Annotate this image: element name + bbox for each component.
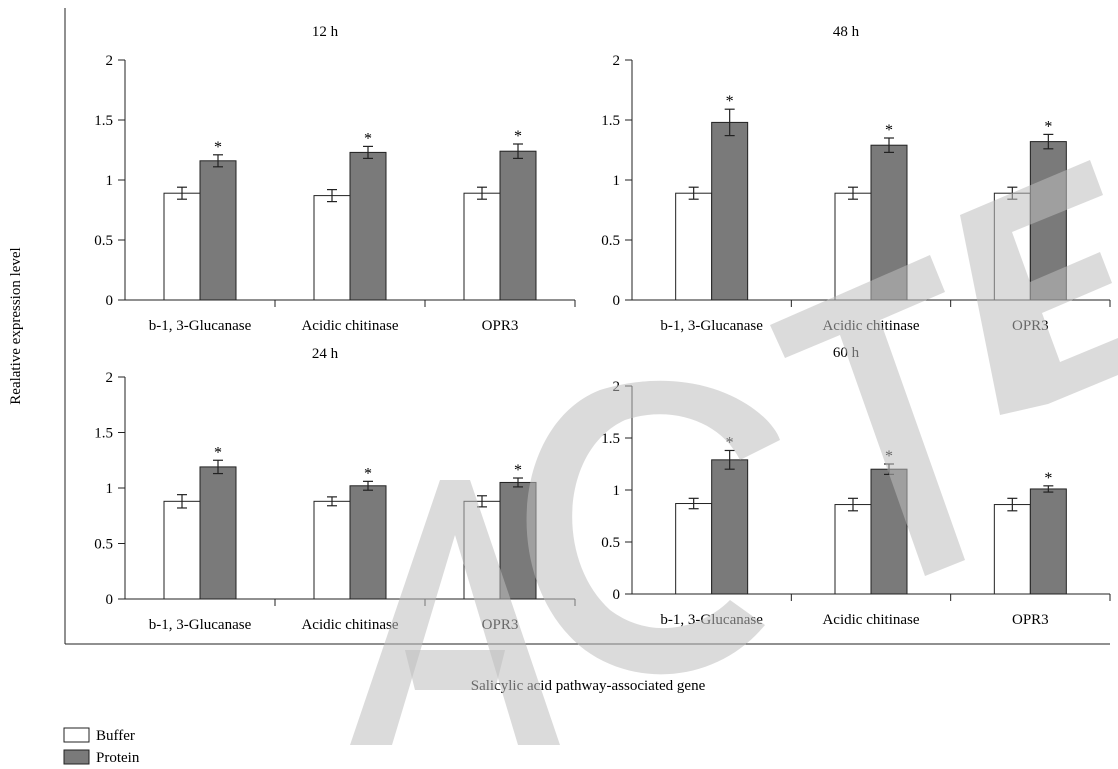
panel-2-bar-protein (349, 485, 387, 600)
panel-0-bar-buffer (463, 192, 501, 301)
panel-0-bar-buffer (313, 195, 351, 301)
panel-1-bar-protein (1029, 141, 1067, 301)
panel-1-bar-buffer (834, 192, 872, 301)
panel-1-bar-protein (870, 144, 908, 301)
panel-2-bar-protein (199, 466, 237, 600)
legend: Buffer Protein (63, 727, 140, 766)
panel-0-category-label: b-1, 3-Glucanase (149, 318, 252, 334)
panel-1-bar-buffer (993, 192, 1031, 301)
panel-1-significance-marker: * (726, 93, 734, 110)
panel-0-bar-protein (499, 150, 537, 301)
panel-2-category-label: b-1, 3-Glucanase (149, 617, 252, 633)
panel-3-significance-marker: * (1044, 470, 1052, 487)
panel-3-y-tick-label: 2 (613, 379, 621, 395)
panel-1-category-label: b-1, 3-Glucanase (660, 318, 763, 334)
panel-2-y-tick-label: 1.5 (94, 426, 113, 442)
panel-1-bar-protein (711, 121, 749, 301)
panel-3-title: 60 h (833, 345, 860, 361)
panel-2-significance-marker: * (514, 462, 522, 479)
panel-3-y-tick-label: 0.5 (601, 535, 620, 551)
panel-1-significance-marker: * (885, 122, 893, 139)
panel-0-category-label: Acidic chitinase (301, 318, 398, 334)
panel-2-y-tick-label: 1 (106, 481, 114, 497)
panel-0-significance-marker: * (214, 139, 222, 156)
panel-1-y-tick-label: 2 (613, 53, 621, 69)
figure-ylabel: Realative expression level (8, 247, 24, 404)
panel-2-bar-buffer (463, 500, 501, 600)
panel-3-bar-protein (870, 468, 908, 595)
panel-2-title: 24 h (312, 346, 339, 362)
panel-3-y-tick-label: 0 (613, 587, 621, 603)
panel-1-y-tick-label: 0.5 (601, 233, 620, 249)
panel-3: 0 0.5 1 1.5 2 60 h b-1, 3-Glucanase * Acidic chi… (601, 345, 1111, 628)
panel-1-significance-marker: * (1044, 118, 1052, 135)
panel-3-bar-buffer (993, 504, 1031, 595)
panel-3-y-tick-label: 1.5 (601, 431, 620, 447)
panel-0-y-tick-label: 1 (106, 173, 114, 189)
panel-0-category-label: OPR3 (482, 318, 519, 334)
panel-1-title: 48 h (833, 24, 860, 40)
panel-0-y-tick-label: 2 (106, 53, 114, 69)
panel-0-bar-buffer (163, 192, 201, 301)
panel-0-bar-protein (349, 151, 387, 301)
panel-0-bar-protein (199, 160, 237, 301)
figure-xlabel: Salicylic acid pathway-associated gene (471, 678, 706, 694)
panel-0-significance-marker: * (514, 128, 522, 145)
panel-2-bar-buffer (313, 500, 351, 600)
panel-3-significance-marker: * (726, 434, 734, 451)
panel-3-bar-protein (711, 459, 749, 595)
panel-2-y-tick-label: 2 (106, 370, 114, 386)
panel-2-bar-buffer (163, 500, 201, 600)
legend-label-protein: Protein (96, 750, 140, 766)
legend-label-buffer: Buffer (96, 728, 135, 744)
legend-swatch-protein (63, 749, 90, 765)
panel-2-category-label: OPR3 (482, 617, 519, 633)
panel-3-bar-buffer (675, 503, 713, 595)
panel-3-category-label: OPR3 (1012, 612, 1049, 628)
panel-3-bar-protein (1029, 488, 1067, 595)
panel-3-bar-buffer (834, 504, 872, 595)
panel-1-bar-buffer (675, 192, 713, 301)
panel-0-y-tick-label: 0 (106, 293, 114, 309)
panel-1-y-tick-label: 0 (613, 293, 621, 309)
panel-1-y-tick-label: 1 (613, 173, 621, 189)
panel-3-category-label: Acidic chitinase (822, 612, 919, 628)
panel-1: 0 0.5 1 1.5 2 48 h b-1, 3-Glucanase * Acidic chi… (601, 24, 1111, 334)
panel-3-significance-marker: * (885, 448, 893, 465)
panel-0: 0 0.5 1 1.5 2 12 h b-1, 3-Glucanase * Acidic chi… (94, 24, 576, 334)
panel-0-significance-marker: * (364, 130, 372, 147)
panel-2-y-tick-label: 0.5 (94, 537, 113, 553)
panel-2-bar-protein (499, 481, 537, 600)
panel-0-y-tick-label: 0.5 (94, 233, 113, 249)
panel-2-category-label: Acidic chitinase (301, 617, 398, 633)
panel-2-significance-marker: * (214, 444, 222, 461)
panel-1-category-label: Acidic chitinase (822, 318, 919, 334)
panel-3-category-label: b-1, 3-Glucanase (660, 612, 763, 628)
panel-0-y-tick-label: 1.5 (94, 113, 113, 129)
legend-swatch-buffer (63, 727, 90, 743)
panel-0-title: 12 h (312, 24, 339, 40)
panel-3-y-tick-label: 1 (613, 483, 621, 499)
panel-2: 0 0.5 1 1.5 2 24 h b-1, 3-Glucanase * Acidic chi… (94, 346, 576, 633)
panel-2-significance-marker: * (364, 465, 372, 482)
panels-group: 0 0.5 1 1.5 2 12 h b-1, 3-Glucanase * Acidic chi… (94, 24, 1111, 633)
panel-1-y-tick-label: 1.5 (601, 113, 620, 129)
panel-2-y-tick-label: 0 (106, 592, 114, 608)
panel-1-category-label: OPR3 (1012, 318, 1049, 334)
